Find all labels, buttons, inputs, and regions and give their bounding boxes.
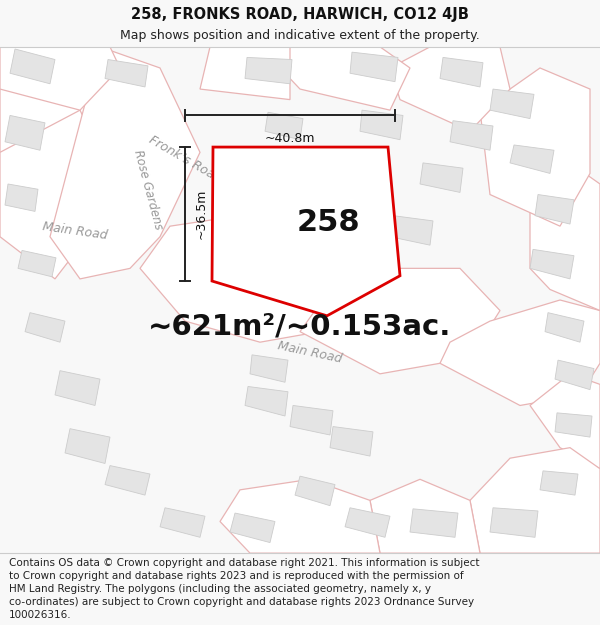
Polygon shape [340,186,382,214]
Polygon shape [300,268,500,374]
Polygon shape [245,58,292,84]
Polygon shape [200,47,290,99]
Polygon shape [535,194,574,224]
Polygon shape [0,47,120,110]
Polygon shape [250,355,288,382]
Polygon shape [25,312,65,342]
Polygon shape [490,508,538,538]
Polygon shape [510,145,554,173]
Polygon shape [280,47,410,110]
Polygon shape [230,513,275,542]
Polygon shape [105,59,148,87]
Polygon shape [555,360,594,389]
Polygon shape [330,426,373,456]
Text: ~36.5m: ~36.5m [195,189,208,239]
Polygon shape [290,406,333,435]
Polygon shape [245,386,288,416]
Polygon shape [440,300,600,406]
Polygon shape [65,429,110,464]
Text: Rose Gardens: Rose Gardens [131,148,165,231]
Text: Contains OS data © Crown copyright and database right 2021. This information is : Contains OS data © Crown copyright and d… [9,558,479,621]
Polygon shape [0,47,95,194]
Polygon shape [390,47,510,131]
Polygon shape [555,413,592,437]
Polygon shape [350,52,398,82]
Polygon shape [5,184,38,211]
Polygon shape [160,508,205,538]
Polygon shape [220,479,380,553]
Polygon shape [0,110,120,279]
Polygon shape [530,374,600,469]
Polygon shape [480,68,590,226]
Polygon shape [545,312,584,342]
Polygon shape [300,154,343,182]
Text: Fronk’s Road: Fronk’s Road [146,134,223,186]
Polygon shape [50,47,200,279]
Polygon shape [450,121,493,150]
Text: ~621m²/~0.153ac.: ~621m²/~0.153ac. [148,312,452,341]
Polygon shape [470,448,600,553]
Polygon shape [295,476,335,506]
Polygon shape [370,479,480,553]
Polygon shape [140,216,340,342]
Polygon shape [530,163,600,311]
Polygon shape [360,110,403,139]
Polygon shape [530,249,574,279]
Polygon shape [105,466,150,495]
Polygon shape [10,49,55,84]
Text: 258: 258 [296,208,360,238]
Text: Main Road: Main Road [277,339,343,366]
Polygon shape [18,251,56,277]
Polygon shape [390,216,433,245]
Polygon shape [440,58,483,87]
Polygon shape [265,112,303,139]
Text: ~40.8m: ~40.8m [265,132,315,145]
Polygon shape [410,509,458,538]
Polygon shape [345,508,390,538]
Polygon shape [420,163,463,192]
Polygon shape [212,147,400,316]
Text: 258, FRONKS ROAD, HARWICH, CO12 4JB: 258, FRONKS ROAD, HARWICH, CO12 4JB [131,6,469,21]
Polygon shape [540,471,578,495]
Text: Map shows position and indicative extent of the property.: Map shows position and indicative extent… [120,29,480,42]
Polygon shape [490,89,534,119]
Polygon shape [5,116,45,150]
Polygon shape [55,371,100,406]
Text: Main Road: Main Road [41,221,109,243]
